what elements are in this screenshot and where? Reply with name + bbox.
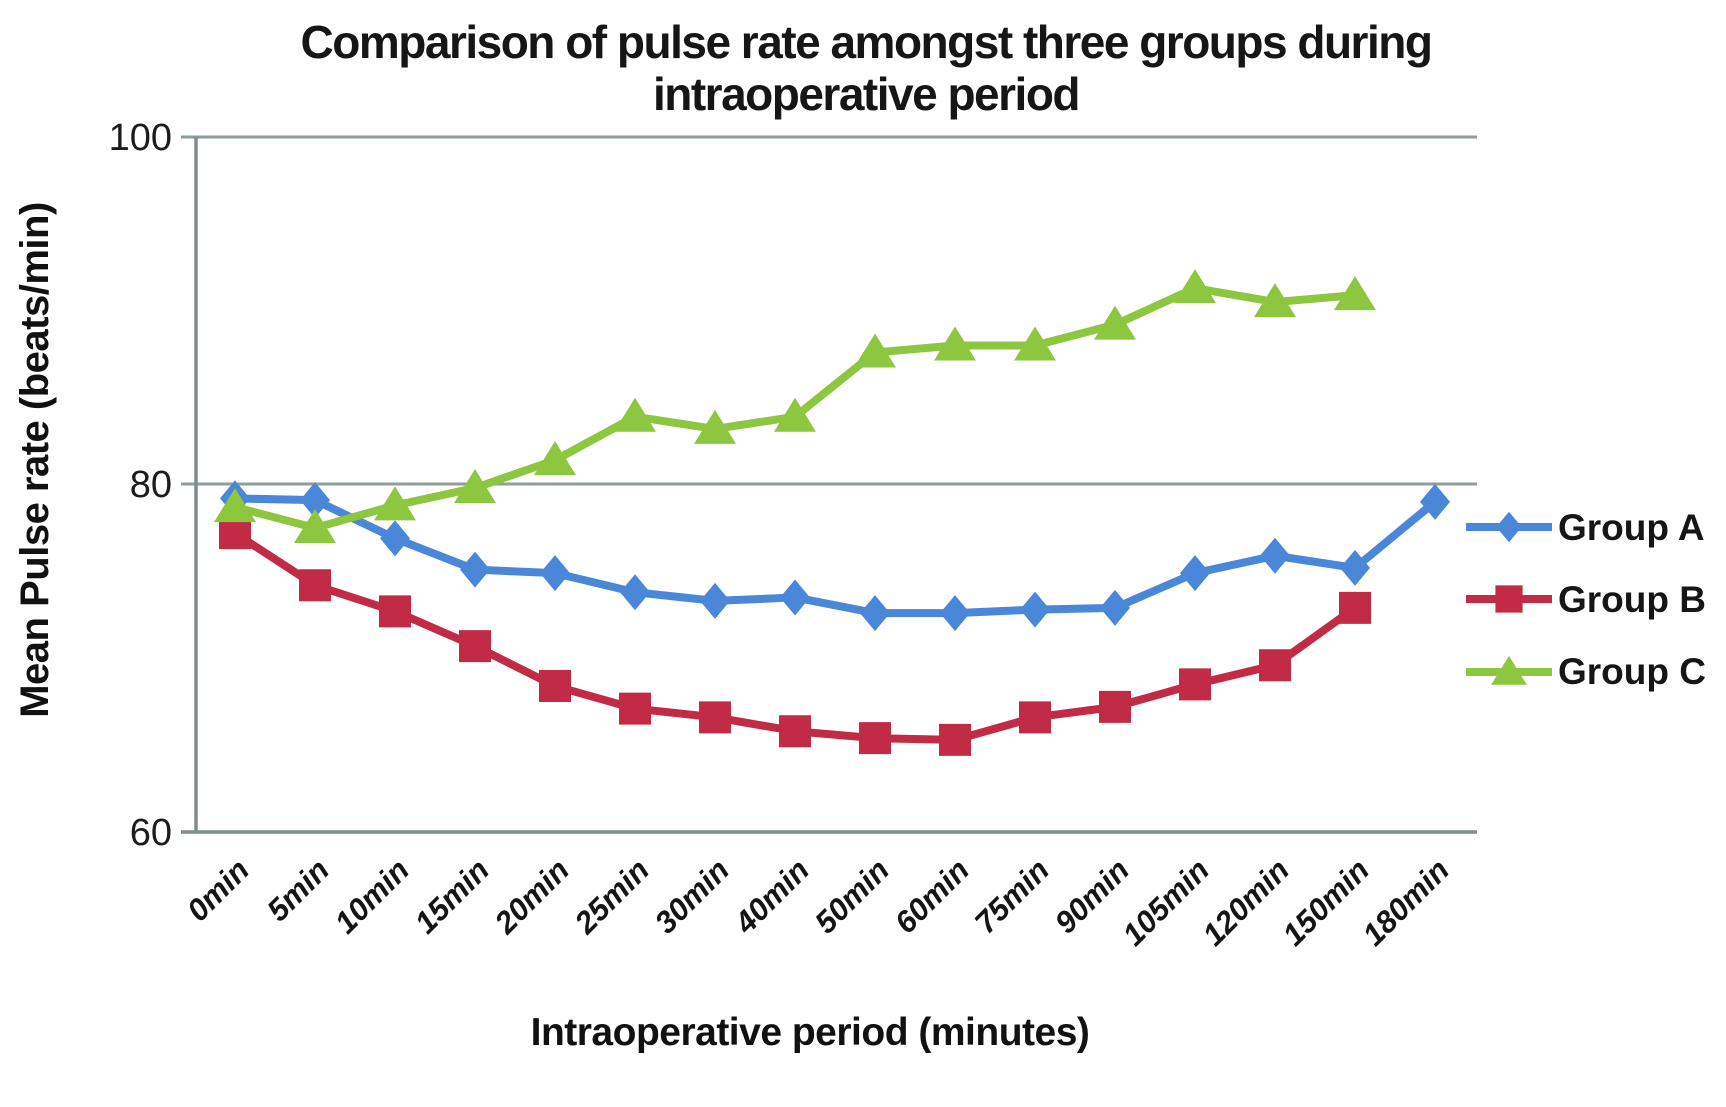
x-tick-label-30min: 30min xyxy=(648,852,736,940)
marker-group-c-25min xyxy=(614,397,656,432)
x-tick-label-180min: 180min xyxy=(1356,852,1456,952)
marker-group-b-120min xyxy=(1259,649,1291,682)
x-tick-label-20min: 20min xyxy=(487,852,576,941)
x-tick-labels: 0min 5min10min15min20min25min30min40min50… xyxy=(180,852,1456,952)
line-group-b xyxy=(232,529,1358,744)
x-tick-label-25min: 25min xyxy=(567,852,656,941)
marker-group-b-5min xyxy=(299,569,331,602)
marker-group-a-40min xyxy=(780,579,810,616)
y-tick-60: 60 xyxy=(130,812,172,854)
marker-group-a-180min xyxy=(1420,483,1450,520)
line-group-a xyxy=(234,494,1438,618)
x-axis-title: Intraoperative period (minutes) xyxy=(531,1011,1090,1054)
series-group-b xyxy=(219,517,1371,756)
x-tick-label-60min: 60min xyxy=(888,852,976,940)
marker-group-a-15min xyxy=(460,551,490,588)
marker-group-a-150min xyxy=(1340,549,1370,586)
marker-group-c-40min xyxy=(774,397,816,432)
marker-group-b-90min xyxy=(1099,690,1131,723)
x-tick-label-10min: 10min xyxy=(328,852,416,940)
marker-group-a-75min xyxy=(1020,591,1050,628)
gridlines xyxy=(181,135,1477,486)
legend-marker-group-c xyxy=(1491,655,1527,685)
marker-group-a-50min xyxy=(860,595,890,632)
series-group-c xyxy=(214,269,1376,543)
marker-group-b-105min xyxy=(1179,668,1211,701)
legend-marker-group-a xyxy=(1496,511,1522,543)
marker-group-c-105min xyxy=(1174,269,1216,304)
marker-group-b-25min xyxy=(619,692,651,725)
marker-group-b-60min xyxy=(939,723,971,756)
marker-group-a-90min xyxy=(1100,589,1130,626)
legend-marker-group-b xyxy=(1495,585,1523,613)
x-tick-label-40min: 40min xyxy=(727,852,816,941)
marker-group-c-90min xyxy=(1094,305,1136,340)
x-tick-label-5min: 5min xyxy=(260,852,336,928)
marker-group-b-20min xyxy=(539,670,571,703)
x-tick-label-75min: 75min xyxy=(968,852,1056,940)
marker-group-a-10min xyxy=(380,520,410,557)
axes xyxy=(181,137,1477,834)
marker-group-c-10min xyxy=(374,486,416,521)
marker-group-c-0min xyxy=(214,488,256,523)
marker-group-c-75min xyxy=(1014,326,1056,361)
marker-group-c-5min xyxy=(294,508,336,543)
marker-group-c-20min xyxy=(534,441,576,476)
marker-group-a-120min xyxy=(1260,537,1290,574)
x-tick-label-0min: 0min xyxy=(180,852,256,928)
marker-group-c-150min xyxy=(1334,276,1376,311)
x-tick-label-50min: 50min xyxy=(808,852,896,940)
marker-group-c-120min xyxy=(1254,283,1296,318)
marker-group-a-5min xyxy=(300,482,330,519)
y-tick-100: 100 xyxy=(109,117,172,159)
marker-group-b-50min xyxy=(859,722,891,755)
marker-group-c-60min xyxy=(934,326,976,361)
marker-group-b-15min xyxy=(459,630,491,663)
marker-group-b-75min xyxy=(1019,701,1051,734)
marker-group-c-30min xyxy=(694,409,736,444)
series-group-a xyxy=(220,480,1450,632)
marker-group-b-150min xyxy=(1339,591,1371,624)
x-tick-label-15min: 15min xyxy=(408,852,496,940)
y-tick-80: 80 xyxy=(130,464,172,506)
marker-group-b-0min xyxy=(219,517,251,550)
x-tick-label-150min: 150min xyxy=(1276,852,1376,952)
chart-title-line1: Comparison of pulse rate amongst three g… xyxy=(301,16,1432,68)
x-tick-label-120min: 120min xyxy=(1196,852,1296,952)
marker-group-b-10min xyxy=(379,595,411,628)
marker-group-a-60min xyxy=(940,595,970,632)
marker-group-a-20min xyxy=(540,555,570,592)
legend-label-group-a: Group A xyxy=(1558,507,1705,548)
marker-group-a-105min xyxy=(1180,555,1210,592)
legend: Group A Group B Group C xyxy=(1466,507,1706,692)
marker-group-a-30min xyxy=(700,582,730,619)
legend-label-group-b: Group B xyxy=(1558,579,1706,620)
marker-group-c-15min xyxy=(454,468,496,503)
marker-group-a-25min xyxy=(620,574,650,611)
marker-group-b-30min xyxy=(699,701,731,734)
y-axis-title: Mean Pulse rate (beats/min) xyxy=(13,202,57,718)
marker-group-c-50min xyxy=(854,333,896,368)
series-layer xyxy=(214,269,1450,756)
x-tick-label-105min: 105min xyxy=(1116,852,1216,952)
marker-group-b-40min xyxy=(779,715,811,748)
legend-label-group-c: Group C xyxy=(1558,651,1706,692)
chart-title-line2: intraoperative period xyxy=(653,68,1079,120)
legend-markers xyxy=(1466,511,1552,685)
